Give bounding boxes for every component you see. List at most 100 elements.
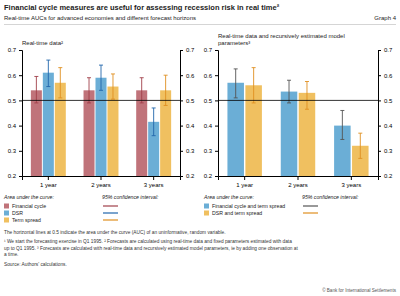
legend-ci-line: [103, 212, 118, 213]
tick: 0.4: [8, 123, 22, 129]
tick-mark: [378, 50, 381, 51]
tick-label: 0.5: [384, 98, 393, 104]
tick: 0.6: [204, 73, 218, 79]
error-bar: [358, 133, 362, 158]
tick-label: 1 year: [40, 182, 57, 188]
error-bar: [252, 68, 256, 103]
tick: 0.3: [180, 148, 195, 154]
panel-title: Real-time data²: [22, 40, 63, 46]
legend-header: 95% confidence interval:: [102, 194, 159, 200]
tick: 0.6: [180, 73, 195, 79]
legend-label: Term spread: [12, 217, 41, 223]
legend-swatch: [204, 204, 209, 209]
chart-root: Financial cycle measures are useful for …: [0, 0, 400, 296]
tick-mark: [298, 176, 299, 180]
reference-line: [218, 100, 378, 101]
bar: [107, 87, 118, 176]
error-bars: [252, 68, 363, 159]
error-bar: [305, 82, 309, 110]
tick: 0.2: [8, 173, 22, 179]
tick-mark: [351, 176, 352, 180]
tick-label: 0.4: [186, 123, 195, 129]
tick-label: 3 years: [341, 182, 361, 188]
tick-mark: [215, 100, 218, 101]
error-bar: [111, 74, 115, 99]
tick-mark: [101, 176, 102, 180]
tick: 0.7: [204, 47, 218, 53]
tick: 0.3: [8, 148, 22, 154]
tick: 0.6: [8, 73, 22, 79]
tick-mark: [215, 50, 218, 51]
tick: 0.3: [378, 148, 393, 154]
legend-swatch: [4, 211, 9, 216]
tick-label: 0.5: [204, 98, 213, 104]
tick: 1 year: [236, 176, 253, 188]
tick: 0.4: [378, 123, 393, 129]
tick-label: 0.5: [186, 98, 195, 104]
tick-mark: [180, 126, 183, 127]
footnote: The horizontal lines at 0.5 indicate the…: [4, 230, 226, 235]
axis-domain: [215, 51, 219, 177]
error-bars: [234, 69, 345, 140]
tick-label: 0.7: [204, 47, 213, 53]
error-bar: [234, 69, 238, 98]
tick-label: 0.3: [186, 148, 195, 154]
subtitle: Real-time AUCs for advanced economies an…: [4, 15, 196, 21]
tick-label: 0.3: [384, 148, 393, 154]
legend-header: Area under the curve:: [3, 194, 54, 200]
x-axis: 1 year 2 years 3 years: [219, 176, 379, 188]
tick-label: 1 year: [236, 182, 253, 188]
tick-label: 3 years: [144, 182, 164, 188]
graph-label: Graph 4: [374, 15, 396, 21]
tick: 2 years: [288, 176, 308, 188]
axis-domain: [19, 51, 23, 177]
error-bar: [140, 78, 144, 103]
error-bars: [58, 68, 167, 106]
error-bar: [87, 78, 91, 103]
footnote: ¹ We start the forecasting exercise in Q…: [4, 239, 298, 257]
error-bar: [58, 68, 62, 98]
legend-swatch: [4, 204, 9, 209]
tick-label: 0.3: [204, 148, 213, 154]
tick-label: 0.4: [8, 123, 17, 129]
axis-domain: [23, 177, 181, 181]
error-bars: [34, 76, 143, 102]
tick: 0.3: [204, 148, 218, 154]
tick-mark: [378, 75, 381, 76]
y-axis-left: 0.20.30.40.50.60.7: [204, 47, 219, 179]
error-bar: [34, 76, 38, 102]
tick: 1 year: [40, 176, 57, 188]
tick: 0.4: [204, 123, 218, 129]
error-bar: [46, 60, 50, 86]
x-axis: 1 year 2 years 3 years: [23, 176, 181, 188]
tick-mark: [180, 50, 183, 51]
tick-mark: [19, 126, 22, 127]
tick: 2 years: [91, 176, 111, 188]
tick-mark: [180, 100, 183, 101]
tick-mark: [180, 176, 183, 177]
tick: 0.7: [8, 47, 22, 53]
y-axis-right: 0.2 0.3 0.4 0.5 0.6 0.7: [180, 47, 195, 179]
legend-header: Area under the curve:: [203, 194, 254, 200]
bar: [43, 73, 54, 176]
legend-ci-line: [103, 205, 118, 206]
error-bar: [340, 110, 344, 139]
tick-mark: [180, 151, 183, 152]
tick-mark: [215, 126, 218, 127]
tick-mark: [180, 75, 183, 76]
panel: Real-time data²1 year2 years3 years0.20.…: [3, 40, 195, 226]
y-axis-right: 0.20.30.40.50.60.7: [378, 47, 393, 179]
error-bar: [99, 65, 103, 90]
tick-mark: [378, 176, 381, 177]
tick-label: 0.7: [186, 47, 195, 53]
tick-label: 2 years: [288, 182, 308, 188]
tick: 0.5: [204, 98, 218, 104]
axis-domain: [181, 51, 184, 177]
tick-label: 0.2: [186, 173, 195, 179]
tick: 3 years: [341, 176, 361, 188]
tick-mark: [244, 176, 245, 180]
tick-label: 0.3: [8, 148, 17, 154]
legend-ci-line: [103, 219, 118, 220]
tick-mark: [378, 100, 381, 101]
tick-label: 0.7: [8, 47, 17, 53]
